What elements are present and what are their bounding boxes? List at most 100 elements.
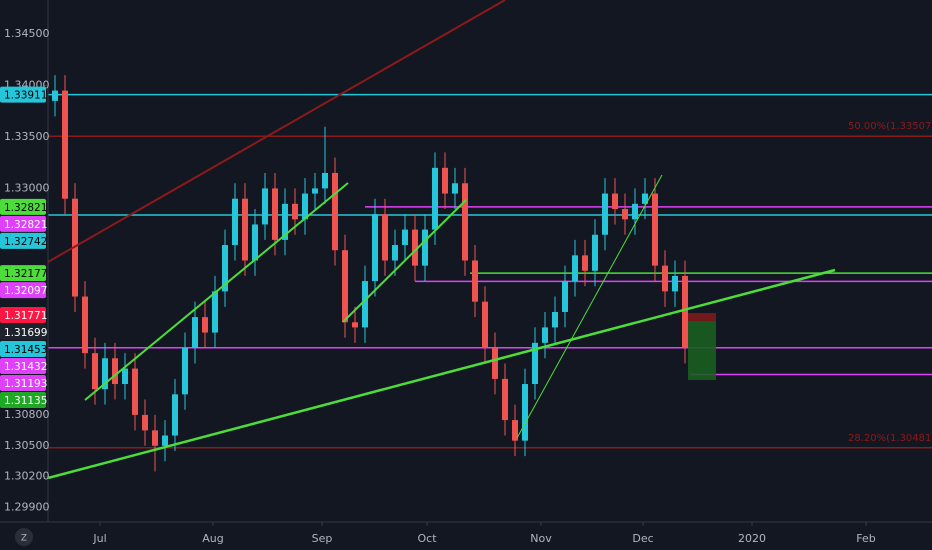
x-tick-label: Nov (530, 532, 552, 545)
candle-body (632, 203, 638, 220)
trend-line (47, 268, 836, 480)
price-badge-label: 1.32821 (4, 219, 47, 231)
candle-body (342, 250, 348, 323)
x-tick-label: Feb (856, 532, 875, 545)
price-badge (0, 323, 46, 340)
candle-body (412, 229, 418, 266)
candle-body (662, 265, 668, 292)
candle-body (492, 348, 498, 379)
candle-body (182, 348, 188, 395)
x-tick-label: Sep (312, 532, 333, 545)
price-badge-label: 1.32821 (4, 202, 47, 214)
stop-zone (688, 313, 716, 321)
candle-body (242, 198, 248, 261)
level-label: 50.00%(1.33507) (848, 121, 932, 132)
candle-body (502, 378, 508, 421)
price-badge-label: 1.31432 (4, 361, 47, 373)
candle-body (652, 193, 658, 266)
x-tick-label: 2020 (738, 532, 766, 545)
candle-body (372, 214, 378, 282)
x-tick-label: Jul (92, 532, 106, 545)
candle-body (262, 188, 268, 225)
y-tick-label: 1.33500 (4, 130, 50, 143)
candle-body (592, 234, 598, 271)
y-tick-label: 1.30200 (4, 470, 50, 483)
candle-body (102, 358, 108, 390)
price-badge-label: 1.32097 (4, 285, 47, 297)
candle-body (382, 214, 388, 261)
logo[interactable] (15, 528, 33, 546)
price-badge (0, 86, 46, 103)
trend-line (84, 182, 349, 401)
candle-body (362, 281, 368, 328)
candle-body (402, 229, 408, 246)
candle-body (642, 193, 648, 204)
candle-body (532, 342, 538, 385)
candle-body (392, 245, 398, 261)
target-zone (688, 321, 716, 380)
candle-body (292, 203, 298, 220)
price-badge-label: 1.32742 (4, 236, 47, 248)
price-badge-label: 1.31771 (4, 310, 47, 322)
axis: 1.345001.340001.335001.330001.308001.305… (4, 27, 876, 545)
price-badge-label: 1.31699 (4, 327, 47, 339)
candle-body (462, 183, 468, 261)
candle-body (612, 193, 618, 210)
y-tick-label: 1.34500 (4, 27, 50, 40)
candle-body (682, 275, 688, 348)
y-tick-label: 1.33000 (4, 181, 50, 194)
price-badge (0, 391, 46, 408)
level-label: 28.20%(1.30481) (848, 433, 932, 444)
candle-body (672, 275, 678, 292)
candle-body (202, 317, 208, 333)
price-badge (0, 340, 46, 357)
candle-body (312, 188, 318, 194)
x-tick-label: Oct (417, 532, 437, 545)
price-badge-label: 1.31453 (4, 344, 47, 356)
candle-body (62, 90, 68, 199)
candle-body (582, 255, 588, 271)
candle-body (82, 296, 88, 354)
candle-body (112, 358, 118, 385)
badges: 1.33911 1.32821 1.32821 1.32742 1.32177 1.320… (0, 86, 47, 408)
x-tick-label: Aug (202, 532, 223, 545)
candle-body (252, 224, 258, 261)
candle-body (562, 281, 568, 312)
candle-body (622, 209, 628, 220)
candle-body (272, 188, 278, 240)
candle-body (552, 311, 558, 328)
y-tick-label: 1.29900 (4, 501, 50, 514)
price-badge (0, 215, 46, 232)
candle-body (282, 203, 288, 240)
candle-body (472, 260, 478, 302)
candle-body (222, 245, 228, 292)
candle-body (162, 435, 168, 446)
price-badge (0, 232, 46, 249)
candle-body (542, 327, 548, 343)
candle-body (122, 368, 128, 385)
candle-body (212, 291, 218, 333)
price-badge-label: 1.32177 (4, 268, 47, 280)
candle-body (52, 90, 58, 101)
price-badge (0, 374, 46, 391)
candle-body (132, 368, 138, 415)
candle-body (232, 198, 238, 246)
candle-body (602, 193, 608, 235)
price-badge (0, 357, 46, 374)
candle-body (572, 255, 578, 282)
trend-line (342, 199, 467, 323)
candle-body (432, 167, 438, 230)
price-badge (0, 306, 46, 323)
candle-body (352, 322, 358, 328)
candle-body (92, 353, 98, 390)
candle-body (442, 167, 448, 194)
candle-body (302, 193, 308, 220)
x-tick-label: Dec (632, 532, 653, 545)
candle-body (522, 384, 528, 441)
candle-body (142, 414, 148, 431)
price-badge-label: 1.33911 (4, 90, 47, 102)
candle-body (192, 317, 198, 348)
